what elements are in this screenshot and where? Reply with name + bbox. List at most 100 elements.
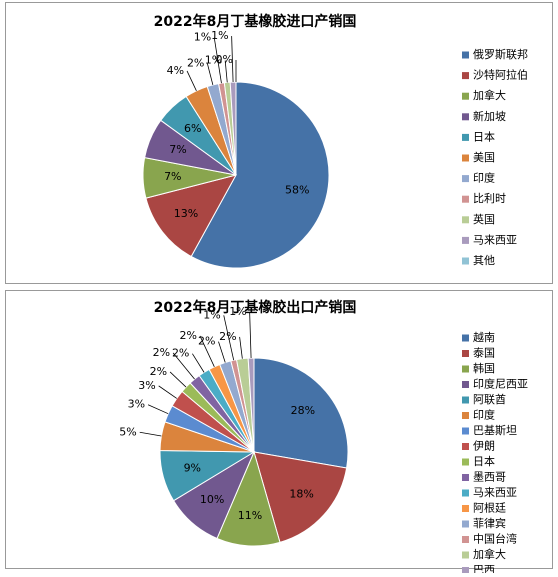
legend-swatch bbox=[462, 427, 469, 435]
legend-label: 墨西哥 bbox=[473, 471, 506, 484]
legend-swatch bbox=[462, 412, 469, 419]
legend-swatch bbox=[462, 154, 469, 162]
legend-label: 马来西亚 bbox=[473, 233, 517, 246]
legend-swatch bbox=[462, 567, 469, 574]
legend-swatch bbox=[462, 551, 469, 559]
data-label: 2% bbox=[150, 365, 167, 378]
legend-swatch bbox=[462, 195, 469, 203]
data-label: 1% bbox=[203, 308, 220, 321]
data-label: 2% bbox=[153, 346, 170, 359]
pie-slice bbox=[247, 357, 255, 453]
data-label: 4% bbox=[167, 64, 184, 77]
legend-swatch bbox=[462, 458, 469, 466]
chart-title: 2022年8月丁基橡胶出口产销国 bbox=[154, 299, 357, 316]
legend-swatch bbox=[462, 334, 469, 342]
legend-label: 日本 bbox=[473, 454, 495, 468]
leader-line bbox=[239, 336, 243, 359]
legend-swatch bbox=[462, 536, 469, 543]
leader-line bbox=[224, 60, 228, 83]
pie-slice bbox=[253, 451, 348, 543]
legend-label: 比利时 bbox=[473, 192, 506, 205]
legend-label: 印度 bbox=[473, 171, 495, 185]
data-label: 1% bbox=[229, 305, 246, 318]
data-label: 11% bbox=[238, 509, 262, 522]
legend-swatch bbox=[462, 396, 469, 404]
legend-swatch bbox=[462, 365, 469, 373]
data-label: 28% bbox=[291, 404, 315, 417]
data-label: 9% bbox=[184, 462, 201, 475]
legend-label: 加拿大 bbox=[473, 88, 506, 102]
legend-label: 加拿大 bbox=[473, 547, 506, 561]
data-label: 2% bbox=[219, 330, 236, 343]
chart-title: 2022年8月丁基橡胶进口产销国 bbox=[154, 13, 357, 30]
legend-label: 印度尼西亚 bbox=[473, 377, 528, 391]
legend-label: 新加坡 bbox=[473, 109, 506, 123]
legend-swatch bbox=[462, 51, 469, 59]
leader-line bbox=[231, 36, 234, 83]
legend-label: 中国台湾 bbox=[473, 532, 517, 546]
data-label: 6% bbox=[184, 122, 201, 135]
legend-swatch bbox=[462, 72, 469, 80]
legend-label: 伊朗 bbox=[473, 440, 495, 453]
leader-line bbox=[207, 63, 214, 86]
data-label: 2% bbox=[198, 335, 215, 348]
legend-swatch bbox=[462, 113, 469, 121]
leader-line bbox=[249, 312, 252, 359]
data-label: 2% bbox=[187, 57, 204, 70]
leader-line bbox=[213, 37, 222, 84]
leader-line bbox=[169, 371, 187, 388]
data-label: 1% bbox=[211, 29, 228, 42]
legend-swatch bbox=[462, 133, 469, 141]
legend-label: 韩国 bbox=[473, 361, 495, 375]
legend-swatch bbox=[462, 520, 469, 528]
legend-label: 美国 bbox=[473, 151, 495, 164]
legend-label: 印度 bbox=[473, 408, 495, 422]
leader-line bbox=[186, 70, 197, 92]
data-label: 3% bbox=[128, 398, 145, 411]
legend-swatch bbox=[462, 236, 469, 244]
leader-line bbox=[147, 404, 169, 415]
legend-swatch bbox=[462, 489, 469, 497]
pie-slice bbox=[190, 81, 330, 269]
legend-label: 马来西亚 bbox=[473, 486, 517, 499]
data-label: 2% bbox=[180, 329, 197, 342]
legend-swatch bbox=[462, 216, 469, 224]
legend-label: 泰国 bbox=[473, 346, 495, 360]
leader-line bbox=[218, 341, 226, 363]
data-label: 10% bbox=[200, 493, 224, 506]
legend-swatch bbox=[462, 175, 469, 183]
data-label: 1% bbox=[194, 31, 211, 44]
legend-swatch bbox=[462, 257, 469, 265]
legend-label: 日本 bbox=[473, 129, 495, 143]
legend-label: 阿联酋 bbox=[473, 392, 506, 406]
leader-line bbox=[192, 353, 205, 373]
leader-line bbox=[158, 385, 177, 399]
data-label: 5% bbox=[119, 425, 136, 438]
legend-label: 菲律宾 bbox=[473, 516, 506, 530]
data-label: 7% bbox=[164, 170, 181, 183]
legend-swatch bbox=[462, 505, 469, 512]
legend-label: 俄罗斯联邦 bbox=[473, 48, 528, 61]
data-label: 1% bbox=[205, 54, 222, 67]
pie-slice bbox=[253, 357, 349, 469]
data-label: 7% bbox=[169, 143, 186, 156]
pie-slice bbox=[145, 174, 237, 258]
leader-line bbox=[172, 352, 195, 380]
data-label: 13% bbox=[174, 207, 198, 220]
data-label: 18% bbox=[289, 488, 313, 501]
legend-label: 巴基斯坦 bbox=[473, 423, 517, 437]
leader-line bbox=[223, 315, 235, 361]
legend-label: 越南 bbox=[473, 330, 495, 344]
legend-label: 沙特阿拉伯 bbox=[473, 68, 528, 82]
legend-label: 巴西 bbox=[473, 564, 495, 574]
data-label: 0% bbox=[216, 53, 233, 66]
leader-line bbox=[139, 431, 162, 437]
data-label: 58% bbox=[285, 184, 309, 197]
legend-swatch bbox=[462, 350, 469, 357]
legend-swatch bbox=[462, 474, 469, 481]
legend-swatch bbox=[462, 381, 469, 388]
data-label: 3% bbox=[138, 379, 155, 392]
leader-line bbox=[199, 335, 215, 367]
data-label: 2% bbox=[172, 347, 189, 360]
